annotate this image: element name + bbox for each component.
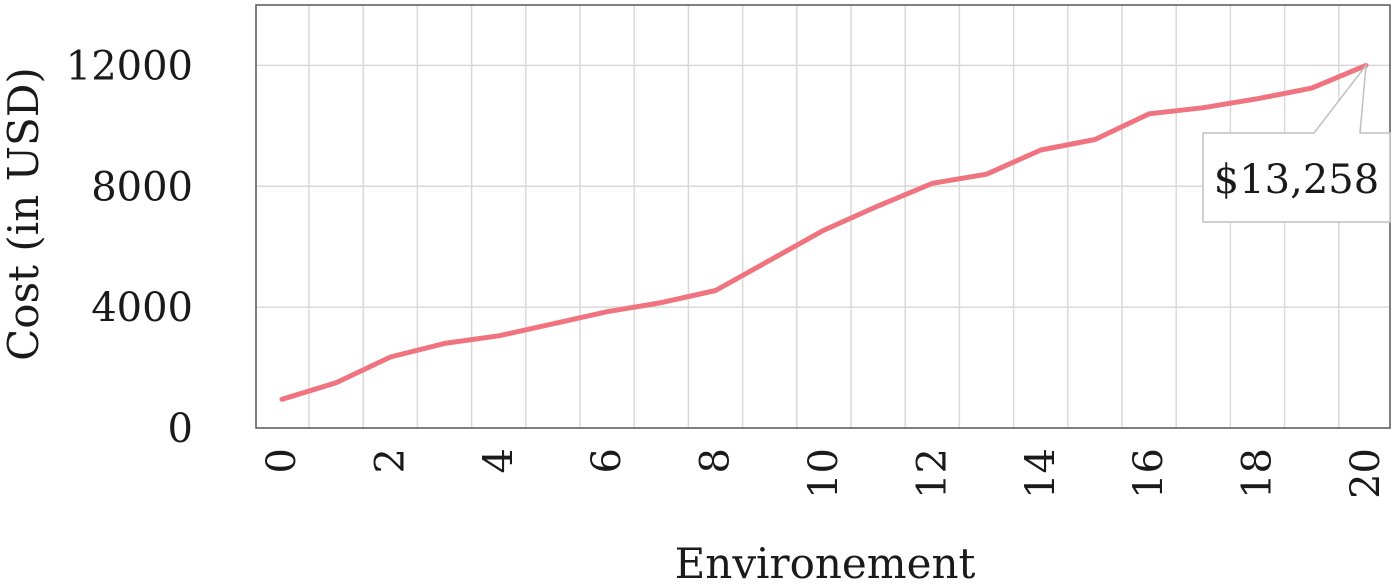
callout-box (1202, 62, 1391, 223)
x-tick-label: 20 (1343, 448, 1389, 499)
x-axis-title: Environement (675, 539, 976, 585)
x-tick-label: 18 (1235, 448, 1281, 499)
y-axis-title: Cost (in USD) (0, 67, 48, 361)
x-tick-label: 6 (584, 448, 630, 473)
x-tick-label: 0 (259, 448, 305, 473)
x-tick-label: 2 (367, 448, 413, 473)
x-tick-label: 14 (1018, 448, 1064, 499)
y-tick-label: 0 (168, 406, 193, 452)
value-callout: $13,258 (1202, 62, 1391, 223)
x-tick-label: 4 (476, 448, 522, 473)
x-tick-label: 12 (909, 448, 955, 499)
y-tick-label: 4000 (91, 285, 193, 331)
series-line (279, 62, 1369, 402)
x-tick-label: 10 (801, 448, 847, 499)
series-group (279, 62, 1369, 402)
y-tick-label: 8000 (91, 164, 193, 210)
callout-label: $13,258 (1214, 157, 1379, 203)
x-tick-label: 16 (1126, 448, 1172, 499)
tick-labels: 0 2 4 6 8 10 12 14 16 18 20 0 4000 8000 12000 (66, 43, 1389, 498)
y-tick-label: 12000 (66, 43, 193, 89)
x-tick-label: 8 (693, 448, 739, 473)
